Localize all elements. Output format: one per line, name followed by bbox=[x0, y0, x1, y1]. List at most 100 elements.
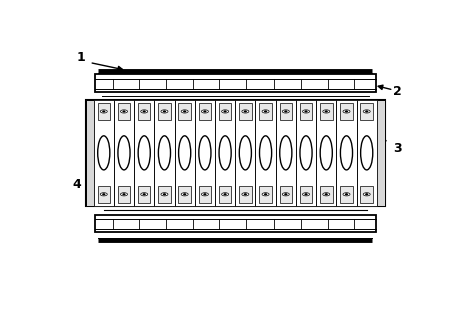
Bar bbox=[118, 186, 130, 202]
Bar bbox=[86, 100, 385, 206]
Bar bbox=[296, 100, 316, 206]
Bar bbox=[199, 186, 211, 202]
Bar bbox=[158, 103, 171, 120]
Bar bbox=[118, 103, 130, 120]
Bar bbox=[94, 100, 114, 206]
Ellipse shape bbox=[222, 193, 229, 196]
Ellipse shape bbox=[163, 111, 165, 112]
Ellipse shape bbox=[262, 110, 269, 113]
Bar bbox=[336, 100, 357, 206]
Bar bbox=[97, 103, 110, 120]
Bar bbox=[195, 100, 215, 206]
Bar bbox=[280, 186, 292, 202]
Ellipse shape bbox=[242, 193, 249, 196]
Bar bbox=[95, 215, 376, 233]
Ellipse shape bbox=[305, 194, 307, 195]
Ellipse shape bbox=[285, 111, 287, 112]
Ellipse shape bbox=[245, 111, 246, 112]
Bar bbox=[86, 100, 94, 206]
Ellipse shape bbox=[302, 193, 309, 196]
Bar bbox=[239, 186, 252, 202]
Bar bbox=[377, 100, 385, 206]
Ellipse shape bbox=[181, 193, 188, 196]
Bar bbox=[158, 186, 171, 202]
Ellipse shape bbox=[325, 194, 327, 195]
Text: 3: 3 bbox=[393, 142, 402, 155]
Ellipse shape bbox=[219, 136, 231, 170]
Ellipse shape bbox=[161, 193, 168, 196]
Ellipse shape bbox=[280, 136, 292, 170]
Ellipse shape bbox=[100, 110, 107, 113]
Ellipse shape bbox=[366, 111, 368, 112]
Bar bbox=[138, 186, 151, 202]
Ellipse shape bbox=[242, 110, 249, 113]
Ellipse shape bbox=[204, 111, 206, 112]
Ellipse shape bbox=[239, 136, 252, 170]
Bar bbox=[239, 103, 252, 120]
Bar bbox=[199, 103, 211, 120]
Ellipse shape bbox=[265, 111, 267, 112]
Ellipse shape bbox=[305, 111, 307, 112]
Ellipse shape bbox=[224, 194, 226, 195]
Bar bbox=[340, 103, 353, 120]
Bar bbox=[154, 100, 174, 206]
Ellipse shape bbox=[163, 194, 165, 195]
Ellipse shape bbox=[282, 193, 289, 196]
Ellipse shape bbox=[103, 111, 105, 112]
Bar bbox=[97, 186, 110, 202]
Bar bbox=[357, 100, 377, 206]
Ellipse shape bbox=[123, 111, 125, 112]
Ellipse shape bbox=[262, 193, 269, 196]
Text: 1: 1 bbox=[76, 51, 85, 64]
Ellipse shape bbox=[323, 110, 330, 113]
Bar bbox=[138, 103, 151, 120]
Ellipse shape bbox=[346, 111, 347, 112]
Ellipse shape bbox=[120, 110, 128, 113]
Text: 2: 2 bbox=[393, 85, 402, 98]
Ellipse shape bbox=[282, 110, 289, 113]
Bar bbox=[259, 103, 272, 120]
Ellipse shape bbox=[346, 194, 347, 195]
Bar bbox=[179, 186, 191, 202]
Ellipse shape bbox=[361, 136, 373, 170]
Bar bbox=[219, 103, 231, 120]
Ellipse shape bbox=[141, 193, 148, 196]
Bar bbox=[360, 186, 373, 202]
Bar bbox=[179, 103, 191, 120]
Bar bbox=[114, 100, 134, 206]
Ellipse shape bbox=[245, 194, 246, 195]
Ellipse shape bbox=[363, 193, 370, 196]
Ellipse shape bbox=[320, 136, 332, 170]
Ellipse shape bbox=[143, 194, 145, 195]
Ellipse shape bbox=[202, 110, 208, 113]
Ellipse shape bbox=[366, 194, 368, 195]
Ellipse shape bbox=[103, 194, 105, 195]
Bar bbox=[320, 103, 332, 120]
Ellipse shape bbox=[123, 194, 125, 195]
Bar bbox=[235, 100, 256, 206]
Ellipse shape bbox=[343, 193, 350, 196]
Ellipse shape bbox=[300, 136, 312, 170]
Ellipse shape bbox=[161, 110, 168, 113]
Ellipse shape bbox=[285, 194, 287, 195]
Bar bbox=[95, 74, 376, 92]
Ellipse shape bbox=[181, 110, 188, 113]
Ellipse shape bbox=[341, 136, 353, 170]
Ellipse shape bbox=[259, 136, 272, 170]
Ellipse shape bbox=[120, 193, 128, 196]
Ellipse shape bbox=[138, 136, 150, 170]
Ellipse shape bbox=[141, 110, 148, 113]
Bar bbox=[174, 100, 195, 206]
Ellipse shape bbox=[222, 110, 229, 113]
Ellipse shape bbox=[100, 193, 107, 196]
Ellipse shape bbox=[158, 136, 170, 170]
Ellipse shape bbox=[202, 193, 208, 196]
Ellipse shape bbox=[118, 136, 130, 170]
Ellipse shape bbox=[184, 111, 185, 112]
Bar bbox=[320, 186, 332, 202]
Ellipse shape bbox=[143, 111, 145, 112]
Text: 4: 4 bbox=[73, 178, 81, 191]
Ellipse shape bbox=[265, 194, 267, 195]
Ellipse shape bbox=[363, 110, 370, 113]
Bar bbox=[340, 186, 353, 202]
